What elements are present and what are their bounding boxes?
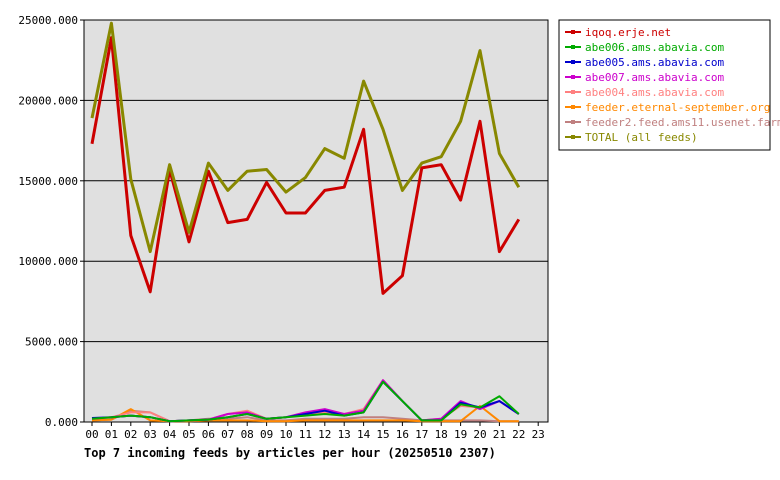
legend-label: abe006.ams.abavia.com bbox=[585, 41, 724, 54]
x-tick-label: 22 bbox=[512, 428, 525, 441]
legend-label: TOTAL (all feeds) bbox=[585, 131, 698, 144]
legend-label: feeder.eternal-september.org bbox=[585, 101, 770, 114]
x-tick-label: 13 bbox=[338, 428, 351, 441]
y-tick-label: 10000.000 bbox=[18, 255, 78, 268]
x-tick-label: 16 bbox=[396, 428, 409, 441]
x-tick-label: 21 bbox=[493, 428, 506, 441]
legend: iqoq.erje.net abe006.ams.abavia.com abe005… bbox=[558, 19, 780, 151]
series-line bbox=[90, 21, 521, 254]
legend-label: abe004.ams.abavia.com bbox=[585, 86, 724, 99]
x-tick-label: 02 bbox=[124, 428, 137, 441]
legend-marker bbox=[571, 75, 575, 79]
x-tick-label: 11 bbox=[299, 428, 312, 441]
legend-marker bbox=[571, 120, 575, 124]
series-line bbox=[91, 404, 519, 423]
y-tick-label: 25000.000 bbox=[18, 14, 78, 27]
legend-label: feeder2.feed.ams11.usenet.farm bbox=[585, 116, 780, 129]
series-line bbox=[91, 380, 520, 423]
legend-marker bbox=[571, 60, 575, 64]
x-tick-label: 14 bbox=[357, 428, 371, 441]
x-tick-label: 15 bbox=[376, 428, 389, 441]
legend-marker bbox=[571, 135, 575, 139]
series-line bbox=[90, 36, 521, 295]
x-tick-label: 06 bbox=[202, 428, 215, 441]
plot-area bbox=[83, 19, 549, 423]
y-tick-label: 15000.000 bbox=[18, 175, 78, 188]
x-tick-label: 09 bbox=[260, 428, 273, 441]
x-tick-label: 18 bbox=[435, 428, 448, 441]
legend-marker bbox=[571, 90, 575, 94]
legend-marker bbox=[571, 30, 575, 34]
x-tick-label: 12 bbox=[318, 428, 331, 441]
grid-lines bbox=[84, 19, 548, 423]
y-tick-label: 20000.000 bbox=[18, 94, 78, 107]
x-tick-label: 05 bbox=[182, 428, 195, 441]
legend-marker bbox=[571, 105, 575, 109]
x-tick-label: 04 bbox=[163, 428, 177, 441]
x-tick-label: 17 bbox=[415, 428, 428, 441]
x-tick-label: 20 bbox=[473, 428, 486, 441]
legend-box bbox=[558, 19, 771, 151]
chart-title: Top 7 incoming feeds by articles per hou… bbox=[84, 446, 496, 460]
x-axis-ticks: 00 01 02 03 04 05 06 07 08 09 10 11 12 13 14 15 16 17 18 19… bbox=[85, 422, 545, 441]
y-tick-label: 5000.000 bbox=[25, 336, 78, 349]
legend-label: abe007.ams.abavia.com bbox=[585, 71, 724, 84]
x-tick-label: 19 bbox=[454, 428, 467, 441]
x-tick-label: 07 bbox=[221, 428, 234, 441]
legend-marker bbox=[571, 45, 575, 49]
x-tick-label: 00 bbox=[85, 428, 98, 441]
legend-label: abe005.ams.abavia.com bbox=[585, 56, 724, 69]
x-tick-label: 03 bbox=[144, 428, 157, 441]
x-tick-label: 08 bbox=[241, 428, 254, 441]
x-tick-label: 10 bbox=[279, 428, 292, 441]
y-tick-label: 0.000 bbox=[45, 416, 78, 429]
x-tick-label: 01 bbox=[105, 428, 118, 441]
y-axis-ticks: 0.000 5000.000 10000.000 15000.000 20000.000… bbox=[18, 14, 84, 429]
x-tick-label: 23 bbox=[532, 428, 545, 441]
series-lines bbox=[90, 21, 521, 423]
legend-label: iqoq.erje.net bbox=[585, 26, 671, 39]
